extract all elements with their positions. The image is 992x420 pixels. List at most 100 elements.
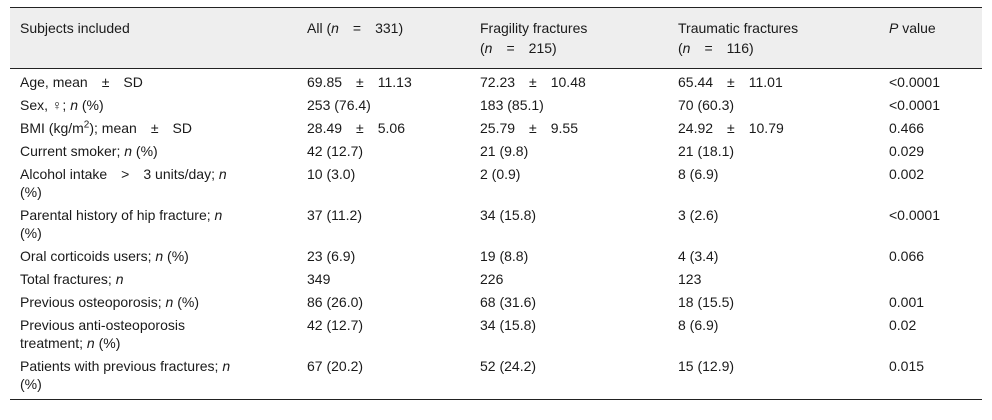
header-fragility-val: 215) bbox=[528, 40, 557, 56]
table-row: Current smoker; n (%) 42 (12.7) 21 (9.8)… bbox=[10, 141, 982, 164]
label-text: Total fractures; bbox=[20, 271, 116, 287]
header-fragility: Fragility fractures (n = 215) bbox=[470, 7, 668, 69]
cell-p: 0.002 bbox=[889, 166, 925, 182]
label-text: Age, mean bbox=[20, 74, 88, 90]
label-text: Previous osteoporosis; bbox=[20, 294, 166, 310]
cell-all: 42 (12.7) bbox=[307, 143, 364, 159]
label-n: n bbox=[218, 166, 227, 182]
header-traumatic: Traumatic fractures (n = 116) bbox=[668, 7, 879, 69]
label-text: Patients with previous fractures; bbox=[20, 358, 223, 374]
row-label: Sex, ♀; n (%) bbox=[10, 95, 297, 118]
cell-pm: ± bbox=[529, 74, 537, 90]
label-text: (%) bbox=[163, 248, 189, 264]
label-text: Previous anti-osteoporosis bbox=[20, 317, 185, 333]
header-fragility-n: n bbox=[484, 40, 493, 56]
cell-fragility: 183 (85.1) bbox=[480, 97, 544, 113]
cell-fragility: 72.23 ±10.48 bbox=[470, 69, 668, 96]
label-text: (%) bbox=[20, 225, 42, 241]
cell-sd: 5.06 bbox=[377, 120, 405, 136]
cell-value: 24.92 bbox=[678, 120, 714, 136]
label-n: n bbox=[222, 358, 231, 374]
label-pm: ± bbox=[101, 74, 110, 90]
header-subjects: Subjects included bbox=[10, 7, 297, 69]
cell-p bbox=[879, 269, 982, 292]
header-p-rest: value bbox=[898, 20, 936, 36]
cell-traumatic: 123 bbox=[678, 271, 702, 287]
cell-p: 0.02 bbox=[889, 317, 917, 333]
cell-p: 0.066 bbox=[889, 248, 925, 264]
label-sup: 2 bbox=[83, 119, 90, 131]
label-n: n bbox=[115, 271, 124, 287]
cell-value: 28.49 bbox=[307, 120, 343, 136]
row-label: Previous anti-osteoporosis treatment; n (… bbox=[10, 315, 297, 356]
cell-traumatic: 65.44 ±11.01 bbox=[668, 69, 879, 96]
cell-all: 42 (12.7) bbox=[307, 317, 364, 333]
cell-traumatic: 15 (12.9) bbox=[668, 356, 879, 400]
cell-sd: 11.01 bbox=[748, 74, 783, 90]
cell-fragility: 25.79 ±9.55 bbox=[470, 118, 668, 141]
table-row: Parental history of hip fracture; n (%) 3… bbox=[10, 205, 982, 246]
label-text: (%) bbox=[94, 335, 121, 351]
label-text: ); mean bbox=[89, 120, 137, 136]
cell-p: 0.015 bbox=[879, 356, 982, 400]
label-text: Current smoker; bbox=[20, 143, 125, 159]
cell-pm: ± bbox=[529, 120, 537, 136]
label-text: Sex, ♀; bbox=[20, 97, 71, 113]
cell-sd: 10.48 bbox=[550, 74, 586, 90]
header-all-val: 331) bbox=[375, 20, 404, 36]
row-label: BMI (kg/m2); mean ± SD bbox=[10, 118, 297, 141]
cell-fragility: 34 (15.8) bbox=[480, 317, 537, 333]
label-text: Oral corticoids users; bbox=[20, 248, 156, 264]
cell-fragility: 68 (31.6) bbox=[480, 294, 537, 310]
row-label: Total fractures; n bbox=[10, 269, 297, 292]
table-row: BMI (kg/m2); mean ± SD 28.49 ±5.06 25.79 ±9.… bbox=[10, 118, 982, 141]
cell-all: 23 (6.9) bbox=[307, 248, 356, 264]
label-sd: SD bbox=[123, 74, 143, 90]
header-fragility-prefix: ( bbox=[480, 40, 485, 56]
header-traumatic-eq: = bbox=[704, 40, 713, 56]
cell-sd: 10.79 bbox=[748, 120, 784, 136]
cell-all: 10 (3.0) bbox=[307, 166, 356, 182]
label-sd: SD bbox=[172, 120, 192, 136]
cell-value: 72.23 bbox=[480, 74, 516, 90]
cell-pm: ± bbox=[356, 74, 364, 90]
header-fragility-title: Fragility fractures bbox=[480, 20, 588, 36]
cell-sd: 9.55 bbox=[550, 120, 578, 136]
cell-traumatic: 24.92 ±10.79 bbox=[668, 118, 879, 141]
header-all: All (n = 331) bbox=[297, 7, 470, 69]
table-row: Alcohol intake >3 units/day; n (%) 10 (3.0… bbox=[10, 164, 982, 205]
cell-p: 0.029 bbox=[889, 143, 925, 159]
cell-value: 25.79 bbox=[480, 120, 516, 136]
cell-pm: ± bbox=[727, 120, 735, 136]
table-row: Previous osteoporosis; n (%) 86 (26.0) 6… bbox=[10, 292, 982, 315]
header-fragility-eq: = bbox=[506, 40, 515, 56]
cell-fragility: 34 (15.8) bbox=[480, 207, 537, 223]
header-traumatic-n: n bbox=[682, 40, 691, 56]
label-text: 3 units/day; bbox=[143, 166, 219, 182]
label-pm: ± bbox=[150, 120, 159, 136]
row-label: Patients with previous fractures; n (%) bbox=[10, 356, 297, 400]
data-table-container: Subjects included All (n = 331) Fragility … bbox=[10, 7, 982, 400]
cell-p: <0.0001 bbox=[889, 74, 940, 90]
table-row: Previous anti-osteoporosis treatment; n (… bbox=[10, 315, 982, 356]
cell-all: 349 bbox=[307, 271, 331, 287]
label-n: n bbox=[70, 97, 78, 113]
header-traumatic-val: 116) bbox=[726, 40, 754, 56]
row-label: Alcohol intake >3 units/day; n (%) bbox=[10, 164, 297, 205]
cell-sd: 11.13 bbox=[377, 74, 412, 90]
cell-traumatic: 18 (15.5) bbox=[678, 294, 735, 310]
cell-value: 65.44 bbox=[678, 74, 714, 90]
table-header-row: Subjects included All (n = 331) Fragility … bbox=[10, 7, 982, 69]
cell-fragility: 19 (8.8) bbox=[480, 248, 529, 264]
label-n: n bbox=[124, 143, 133, 159]
table-row: Total fractures; n 349 226 123 bbox=[10, 269, 982, 292]
label-n: n bbox=[86, 335, 95, 351]
cell-traumatic: 8 (6.9) bbox=[678, 166, 719, 182]
label-gt: > bbox=[121, 166, 130, 182]
cell-fragility: 52 (24.2) bbox=[470, 356, 668, 400]
cell-value: 69.85 bbox=[307, 74, 343, 90]
cell-traumatic: 4 (3.4) bbox=[678, 248, 719, 264]
header-all-n: n bbox=[331, 20, 339, 36]
cell-all: 86 (26.0) bbox=[307, 294, 364, 310]
cell-traumatic: 21 (18.1) bbox=[678, 143, 735, 159]
